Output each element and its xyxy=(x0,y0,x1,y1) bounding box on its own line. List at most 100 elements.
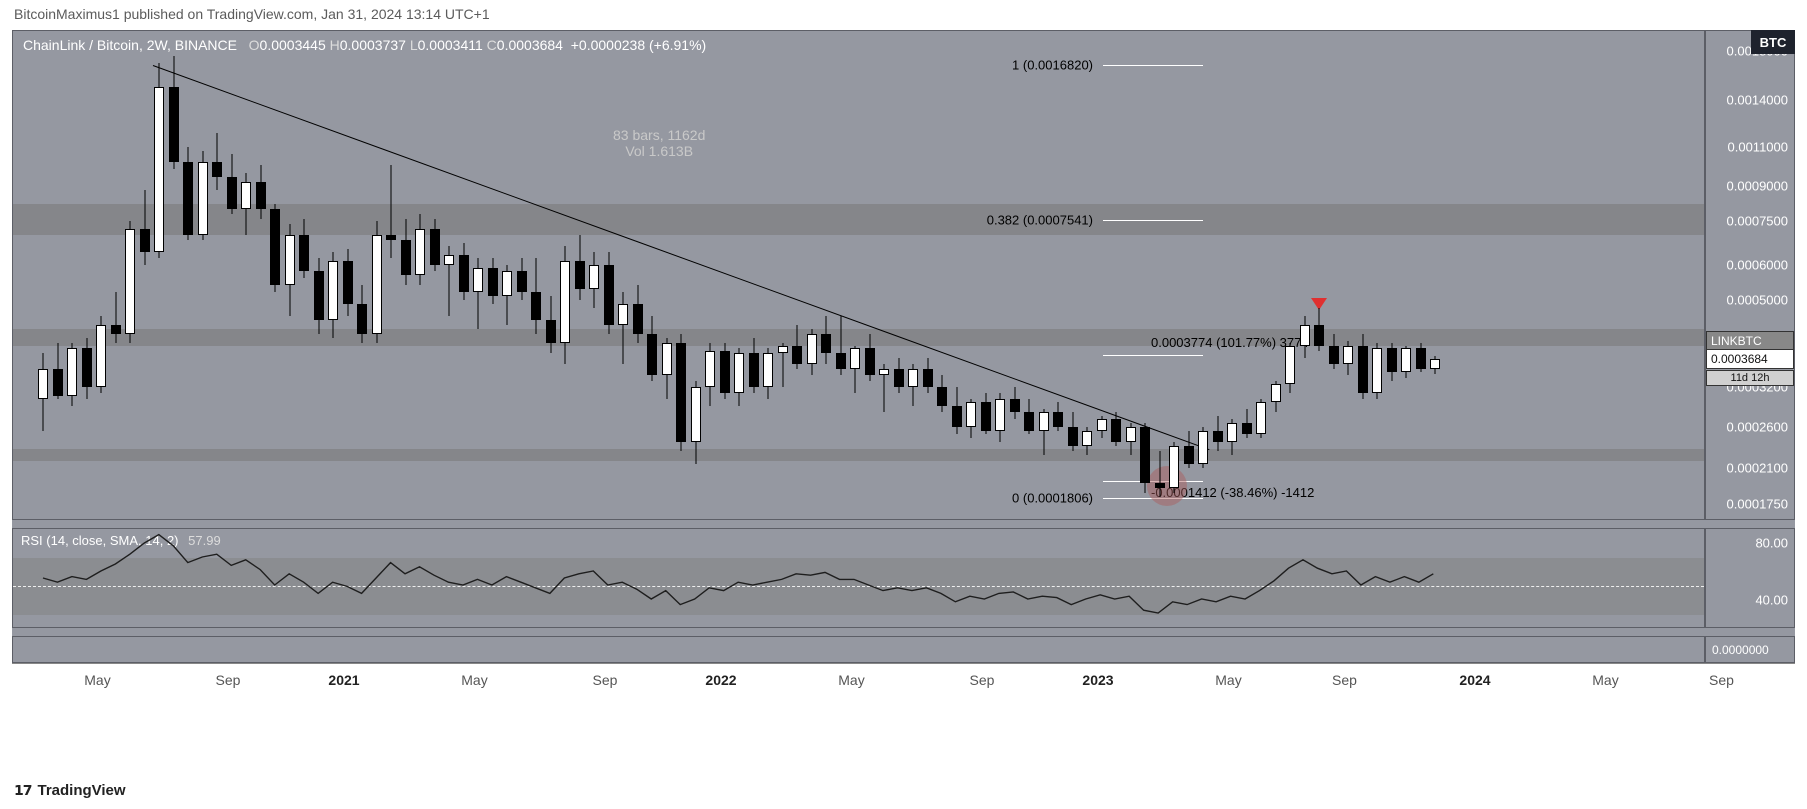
time-tick: May xyxy=(1215,672,1241,688)
time-x-axis[interactable]: MaySep2021MaySep2022MaySep2023MaySep2024… xyxy=(12,663,1795,699)
candlestick xyxy=(372,31,382,520)
candlestick xyxy=(821,31,831,520)
candlestick xyxy=(343,31,353,520)
candlestick xyxy=(183,31,193,520)
candlestick xyxy=(401,31,411,520)
candlestick xyxy=(212,31,222,520)
candlestick xyxy=(836,31,846,520)
candlestick xyxy=(546,31,556,520)
candlestick xyxy=(589,31,599,520)
candlestick xyxy=(865,31,875,520)
extra-panel xyxy=(12,636,1705,663)
price-tick: 0.0006000 xyxy=(1727,257,1788,272)
candlestick xyxy=(966,31,976,520)
time-tick: Sep xyxy=(593,672,618,688)
candlestick xyxy=(154,31,164,520)
candlestick xyxy=(1024,31,1034,520)
candlestick xyxy=(314,31,324,520)
candlestick xyxy=(807,31,817,520)
time-tick: 2021 xyxy=(328,672,359,688)
chart-frame: ChainLink / Bitcoin, 2W, BINANCE O0.0003… xyxy=(12,30,1795,663)
candlestick xyxy=(1300,31,1310,520)
candlestick xyxy=(488,31,498,520)
rsi-y-axis[interactable]: 80.0040.00 xyxy=(1705,528,1795,628)
candlestick xyxy=(850,31,860,520)
time-tick: May xyxy=(838,672,864,688)
candlestick xyxy=(1372,31,1382,520)
candlestick xyxy=(1126,31,1136,520)
candlestick xyxy=(241,31,251,520)
candlestick xyxy=(1140,31,1150,520)
candlestick xyxy=(1387,31,1397,520)
extra-axis: 0.0000000 xyxy=(1705,636,1795,663)
candlestick xyxy=(1053,31,1063,520)
candlestick xyxy=(357,31,367,520)
candlestick xyxy=(894,31,904,520)
candlestick xyxy=(256,31,266,520)
price-tick: 0.0002100 xyxy=(1727,461,1788,476)
candlestick xyxy=(430,31,440,520)
candlestick xyxy=(198,31,208,520)
price-chart-panel[interactable]: ChainLink / Bitcoin, 2W, BINANCE O0.0003… xyxy=(12,30,1705,520)
tradingview-brand: 𝟭𝟳 TradingView xyxy=(14,782,126,799)
candlestick xyxy=(633,31,643,520)
candlestick xyxy=(140,31,150,520)
candlestick xyxy=(734,31,744,520)
candlestick xyxy=(647,31,657,520)
time-tick: May xyxy=(84,672,110,688)
symbol-flag: LINKBTC xyxy=(1706,331,1794,351)
candlestick xyxy=(1169,31,1179,520)
rsi-tick: 40.00 xyxy=(1755,593,1788,608)
candlestick xyxy=(705,31,715,520)
candlestick xyxy=(662,31,672,520)
candlestick xyxy=(604,31,614,520)
candlestick xyxy=(560,31,570,520)
candlestick xyxy=(1097,31,1107,520)
rsi-line xyxy=(43,535,1433,613)
price-tick: 0.0005000 xyxy=(1727,292,1788,307)
candlestick xyxy=(328,31,338,520)
rsi-panel[interactable]: RSI (14, close, SMA, 14, 2) 57.99 xyxy=(12,528,1705,628)
price-tick: 0.0009000 xyxy=(1727,178,1788,193)
candlestick xyxy=(1314,31,1324,520)
candlestick xyxy=(531,31,541,520)
candlestick xyxy=(1430,31,1440,520)
candlestick xyxy=(995,31,1005,520)
time-tick: 2024 xyxy=(1459,672,1490,688)
candlestick xyxy=(1271,31,1281,520)
candlestick xyxy=(125,31,135,520)
candlestick xyxy=(1227,31,1237,520)
quote-currency-badge: BTC xyxy=(1751,30,1795,54)
candlestick xyxy=(1198,31,1208,520)
candlestick xyxy=(1358,31,1368,520)
bar-countdown-flag: 11d 12h xyxy=(1706,370,1794,386)
candlestick xyxy=(1082,31,1092,520)
candlestick xyxy=(1242,31,1252,520)
candlestick xyxy=(517,31,527,520)
candlestick xyxy=(82,31,92,520)
candlestick xyxy=(618,31,628,520)
candlestick xyxy=(1184,31,1194,520)
candlestick xyxy=(981,31,991,520)
candlestick xyxy=(415,31,425,520)
candlestick xyxy=(444,31,454,520)
candlestick xyxy=(1343,31,1353,520)
candlestick xyxy=(720,31,730,520)
time-tick: Sep xyxy=(1332,672,1357,688)
candlestick xyxy=(473,31,483,520)
candlestick xyxy=(111,31,121,520)
price-y-axis[interactable]: 0.00180000.00140000.00110000.00090000.00… xyxy=(1705,30,1795,520)
price-tick: 0.0011000 xyxy=(1728,139,1789,154)
candlestick xyxy=(227,31,237,520)
time-tick: 2023 xyxy=(1082,672,1113,688)
candlestick xyxy=(270,31,280,520)
candlestick xyxy=(1416,31,1426,520)
candlestick xyxy=(67,31,77,520)
tradingview-logo-icon: 𝟭𝟳 xyxy=(14,782,31,799)
time-tick: Sep xyxy=(970,672,995,688)
candlestick xyxy=(1285,31,1295,520)
price-tick: 0.0001750 xyxy=(1727,496,1788,511)
candlestick xyxy=(879,31,889,520)
time-tick: Sep xyxy=(1709,672,1734,688)
candlestick xyxy=(1068,31,1078,520)
